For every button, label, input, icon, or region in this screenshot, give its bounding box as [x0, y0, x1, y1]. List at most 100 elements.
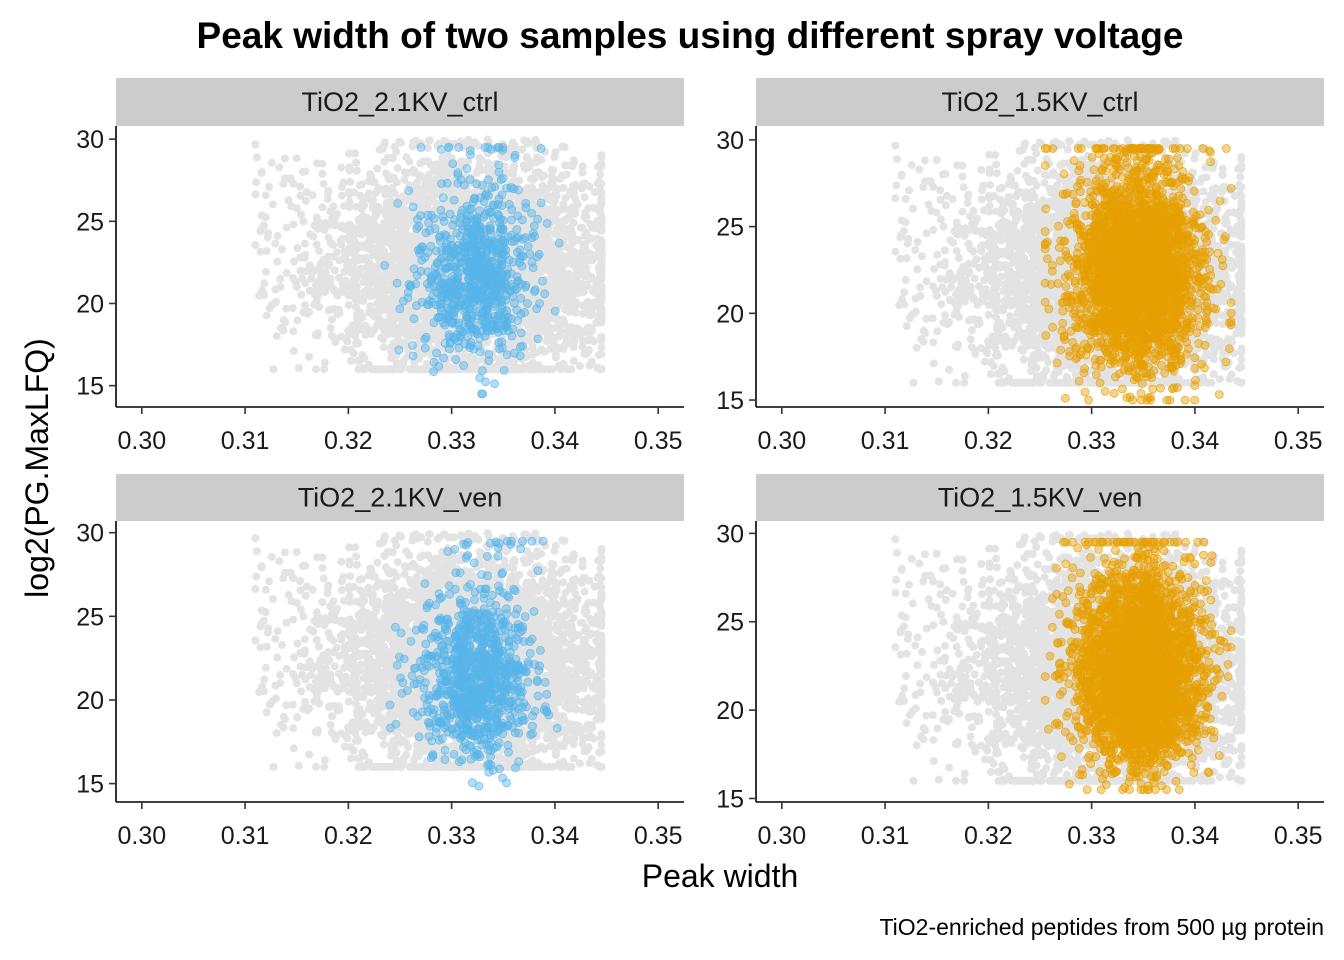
- data-point: [453, 168, 463, 178]
- data-point: [475, 206, 485, 216]
- background-point: [366, 302, 374, 311]
- background-point: [343, 337, 352, 346]
- background-point: [519, 293, 528, 302]
- data-point: [516, 293, 526, 303]
- background-point: [301, 301, 310, 310]
- background-point: [260, 279, 269, 288]
- data-point: [393, 198, 403, 208]
- data-point: [468, 244, 478, 254]
- data-point: [454, 343, 464, 353]
- data-point: [493, 311, 503, 321]
- background-point: [252, 153, 261, 162]
- background-point: [290, 257, 298, 266]
- background-point: [568, 181, 577, 190]
- background-point: [552, 285, 561, 294]
- data-point: [475, 373, 485, 383]
- data-point: [490, 270, 500, 280]
- background-point: [535, 266, 544, 275]
- background-point: [324, 233, 333, 242]
- background-point: [289, 220, 298, 229]
- background-point: [554, 315, 563, 323]
- data-point: [459, 242, 469, 252]
- background-point: [318, 169, 327, 178]
- data-point: [409, 314, 419, 324]
- background-point: [550, 189, 559, 198]
- data-point: [520, 233, 530, 243]
- data-point: [448, 220, 458, 230]
- background-point: [425, 136, 433, 145]
- background-point: [368, 178, 377, 187]
- data-point: [463, 227, 473, 237]
- background-point: [308, 268, 317, 277]
- background-point: [507, 332, 516, 341]
- background-point: [306, 230, 315, 239]
- data-point: [487, 183, 497, 193]
- background-point: [404, 333, 413, 342]
- background-point: [399, 357, 408, 366]
- background-point: [382, 169, 390, 178]
- background-point: [505, 169, 514, 178]
- facet-strip-label: TiO2_1.5KV_ctrl: [941, 87, 1138, 117]
- background-point: [402, 341, 410, 350]
- background-point: [386, 211, 395, 220]
- data-point: [426, 241, 436, 251]
- background-point: [345, 220, 354, 229]
- background-point: [387, 348, 396, 357]
- data-point: [449, 300, 459, 310]
- data-point: [538, 276, 547, 286]
- background-point: [262, 247, 271, 256]
- data-point: [465, 175, 475, 184]
- background-point: [382, 305, 391, 314]
- background-point: [537, 187, 545, 196]
- background-point: [355, 181, 364, 190]
- background-point: [331, 221, 340, 230]
- data-point: [469, 344, 479, 354]
- data-point: [465, 257, 475, 267]
- background-point: [540, 296, 549, 305]
- data-point: [483, 191, 493, 201]
- background-point: [464, 136, 473, 144]
- background-point: [393, 254, 402, 263]
- background-point: [525, 336, 534, 345]
- background-point: [400, 175, 409, 184]
- background-point: [340, 252, 349, 261]
- background-point: [352, 337, 361, 346]
- data-point: [529, 221, 539, 231]
- data-point: [453, 178, 463, 188]
- background-point: [361, 331, 370, 340]
- data-point: [447, 318, 457, 328]
- background-point: [539, 284, 548, 293]
- data-point: [412, 270, 422, 280]
- background-point: [268, 200, 277, 209]
- background-point: [352, 310, 361, 319]
- background-point: [289, 346, 298, 355]
- background-point: [427, 245, 436, 254]
- data-point: [502, 350, 512, 360]
- background-point: [568, 260, 577, 269]
- background-point: [570, 337, 579, 346]
- data-point: [394, 345, 404, 355]
- background-point: [382, 199, 391, 207]
- background-point: [550, 196, 559, 205]
- background-point: [576, 254, 585, 263]
- background-point: [358, 199, 367, 208]
- data-point: [523, 241, 533, 251]
- data-point: [481, 317, 491, 327]
- background-point: [554, 322, 563, 331]
- background-point: [483, 135, 492, 144]
- data-point: [454, 142, 464, 152]
- background-point: [265, 304, 274, 313]
- data-point: [448, 262, 458, 271]
- background-point: [597, 236, 606, 245]
- background-point: [257, 225, 266, 234]
- background-point: [523, 313, 532, 322]
- background-point: [284, 196, 293, 205]
- background-point: [345, 197, 354, 206]
- data-point: [432, 348, 441, 358]
- background-point: [547, 273, 556, 282]
- background-point: [473, 357, 482, 366]
- background-point: [349, 349, 358, 358]
- background-point: [545, 365, 553, 374]
- background-point: [478, 156, 486, 165]
- background-point: [578, 309, 587, 318]
